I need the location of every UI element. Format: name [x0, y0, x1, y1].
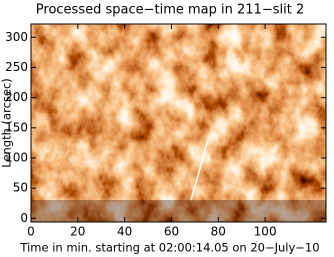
y-tick-label: 150 [5, 120, 28, 134]
x-tick-label: 100 [254, 225, 277, 239]
y-tick-label: 0 [20, 211, 28, 225]
plot-frame [30, 23, 327, 223]
x-tick-label: 60 [164, 225, 179, 239]
chart-title: Processed space−time map in 211−slit 2 [36, 3, 304, 18]
x-tick-label: 80 [211, 225, 226, 239]
y-tick-label: 300 [5, 30, 28, 44]
annotation-line [190, 139, 209, 201]
x-tick-label: 40 [117, 225, 132, 239]
y-tick-label: 100 [5, 151, 28, 165]
x-tick-label: 0 [27, 225, 35, 239]
y-tick-label: 50 [13, 181, 28, 195]
map-image [31, 24, 326, 222]
y-tick-label: 250 [5, 60, 28, 74]
x-tick-label: 20 [70, 225, 85, 239]
y-tick-label: 200 [5, 90, 28, 104]
y-axis-label: Length (arcsec) [0, 78, 14, 168]
x-axis-label: Time in min. starting at 02:00:14.05 on … [19, 241, 319, 255]
